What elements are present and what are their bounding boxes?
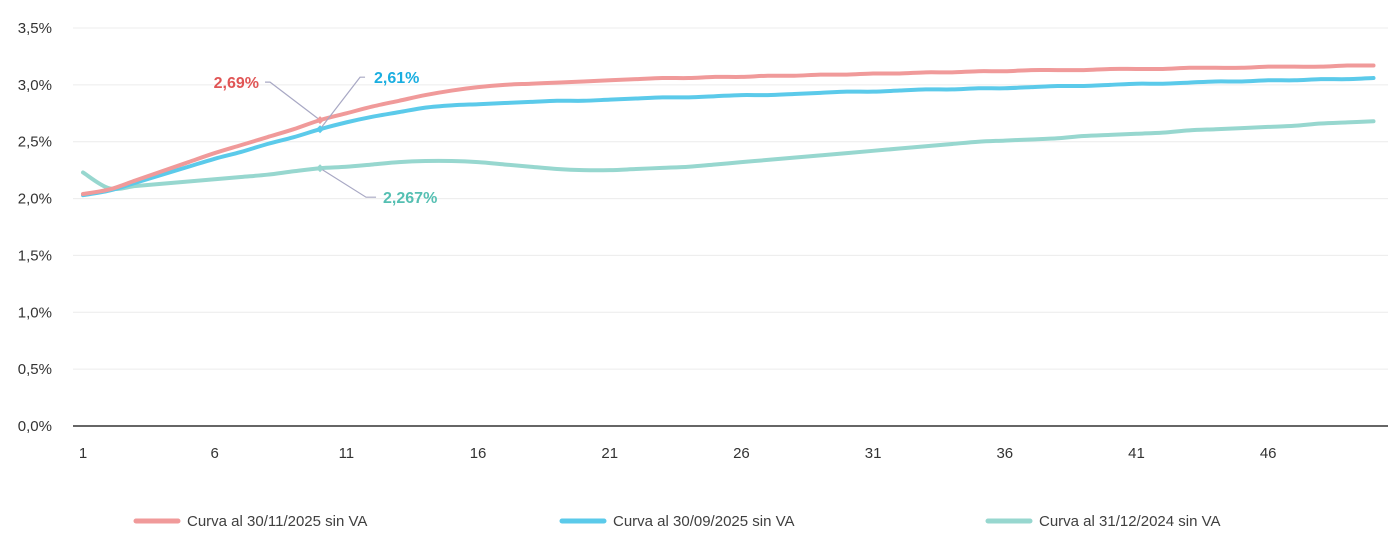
x-tick-label: 1: [79, 445, 87, 462]
y-axis: 0,0% 0,5% 1,0% 1,5% 2,0% 2,5% 3,0% 3,5%: [18, 20, 52, 435]
gridlines: [73, 27, 1388, 370]
y-tick-label: 0,0%: [18, 418, 52, 435]
x-tick-label: 6: [211, 445, 219, 462]
legend-label: Curva al 30/09/2025 sin VA: [613, 513, 795, 530]
annotation-label: 2,69%: [214, 75, 259, 92]
annotation-leader-line: [319, 167, 377, 198]
annotation-label: 2,267%: [383, 190, 437, 207]
x-axis: 1 6 11 16 21 26 31 36 41 46: [73, 425, 1388, 462]
annotation-marker: [316, 116, 325, 125]
y-tick-label: 2,0%: [18, 191, 52, 208]
legend: Curva al 30/11/2025 sin VA Curva al 30/09…: [133, 513, 1221, 530]
legend-label: Curva al 30/11/2025 sin VA: [187, 513, 367, 530]
annotation-marker: [316, 164, 325, 173]
annotation-leader-line: [319, 76, 366, 130]
annotation-label: 2,61%: [374, 70, 419, 87]
x-tick-label: 16: [470, 445, 487, 462]
x-tick-label: 21: [601, 445, 618, 462]
series-line-1: [81, 63, 1376, 197]
y-tick-label: 3,0%: [18, 77, 52, 94]
x-tick-label: 36: [996, 445, 1013, 462]
x-tick-label: 26: [733, 445, 750, 462]
x-tick-label: 11: [339, 445, 355, 462]
series-lines: [81, 63, 1376, 198]
x-tick-label: 46: [1260, 445, 1277, 462]
y-tick-label: 0,5%: [18, 361, 52, 378]
x-tick-label: 31: [865, 445, 882, 462]
series-line-3: [81, 119, 1376, 192]
x-tick-label: 41: [1128, 445, 1145, 462]
annotation-leader-line: [265, 81, 321, 121]
legend-label: Curva al 31/12/2024 sin VA: [1039, 513, 1221, 530]
series-line-2: [81, 76, 1376, 198]
y-tick-label: 1,5%: [18, 247, 52, 264]
annotations: 2,69% 2,61% 2,267%: [214, 70, 438, 207]
y-tick-label: 3,5%: [18, 20, 52, 37]
y-tick-label: 1,0%: [18, 304, 52, 321]
y-tick-label: 2,5%: [18, 134, 52, 151]
annotation-marker: [316, 125, 325, 134]
